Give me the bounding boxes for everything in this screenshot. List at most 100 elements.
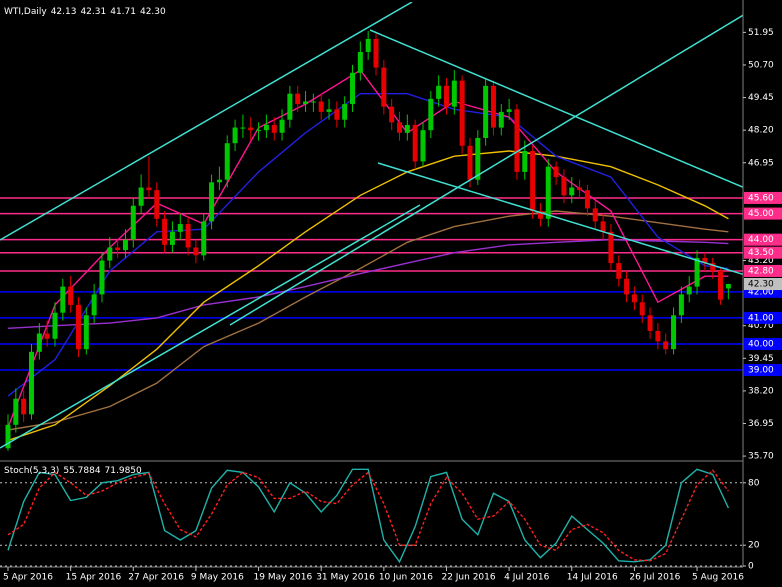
candle-body	[248, 127, 254, 131]
trendline	[369, 29, 743, 188]
candle-body	[21, 398, 27, 415]
candle-body	[647, 315, 653, 331]
y-tick-label: 80	[748, 478, 760, 488]
candle-body	[295, 93, 301, 105]
indicator-line	[7, 238, 729, 329]
candle-body	[193, 247, 199, 256]
candle-body	[177, 224, 183, 232]
price-header: WTI,Daily 42.13 42.31 41.71 42.30	[4, 7, 166, 17]
level-label: 42.00	[748, 287, 774, 297]
candle-body	[68, 286, 74, 305]
candle-body	[616, 263, 622, 279]
candle-body	[655, 330, 661, 342]
candle-body	[224, 143, 230, 180]
candle-body	[522, 151, 528, 172]
candle-body	[475, 137, 481, 180]
y-tick-label: 43.20	[748, 256, 774, 266]
candle-body	[530, 151, 536, 211]
candle-body	[334, 109, 340, 120]
header-value: 71.9850	[105, 466, 142, 476]
candle-body	[490, 85, 496, 128]
candle-body	[146, 187, 152, 191]
candle-body	[107, 247, 113, 261]
candle-body	[498, 111, 504, 128]
candle-body	[75, 304, 81, 350]
last-price-box	[744, 277, 782, 290]
candle-body	[483, 85, 489, 138]
level-label-box	[744, 311, 782, 324]
candle-body	[702, 257, 708, 264]
candle-body	[5, 424, 11, 449]
candle-body	[412, 124, 418, 162]
candle-body	[373, 38, 379, 68]
trendline	[0, 204, 421, 449]
candle-body	[553, 166, 559, 178]
y-tick-label: 36.95	[748, 419, 774, 429]
candle-body	[631, 294, 637, 303]
indicator-line	[7, 150, 729, 442]
candle-body	[592, 208, 598, 222]
candle-body	[436, 85, 442, 99]
y-tick-label: 51.95	[748, 28, 774, 38]
level-label: 43.50	[748, 248, 774, 258]
candle-body	[138, 187, 144, 206]
x-tick-label: 9 May 2016	[191, 573, 244, 583]
candle-body	[420, 130, 426, 162]
candle-body	[718, 270, 724, 300]
candle-body	[537, 210, 543, 219]
x-tick-label: 14 Jul 2016	[567, 573, 618, 583]
level-label: 44.00	[748, 235, 774, 245]
candle-body	[467, 145, 473, 180]
candle-body	[130, 205, 136, 240]
candle-body	[459, 80, 465, 146]
level-label-box	[744, 233, 782, 246]
header-value: 41.71	[110, 7, 136, 17]
x-tick-label: 19 May 2016	[254, 573, 313, 583]
y-tick-label: 0	[748, 562, 754, 572]
candle-body	[303, 101, 309, 105]
candle-body	[428, 98, 434, 131]
candle-body	[561, 177, 567, 196]
candle-body	[577, 187, 583, 191]
x-tick-label: 27 Apr 2016	[128, 573, 184, 583]
x-tick-label: 31 May 2016	[316, 573, 375, 583]
candle-body	[694, 257, 700, 287]
candle-body	[404, 124, 410, 133]
candle-body	[671, 315, 677, 350]
y-tick-label: 40.70	[748, 321, 774, 331]
candle-body	[240, 127, 246, 129]
candle-body	[600, 221, 606, 232]
trendline	[229, 14, 743, 326]
y-tick-label: 50.70	[748, 60, 774, 70]
candle-body	[506, 109, 512, 112]
level-label: 45.00	[748, 209, 774, 219]
y-tick-label: 39.45	[748, 354, 774, 364]
level-label: 41.00	[748, 313, 774, 323]
candle-body	[686, 286, 692, 295]
candle-body	[350, 72, 356, 105]
candle-layer	[5, 31, 731, 451]
x-tick-label: 10 Jun 2016	[379, 573, 433, 583]
candle-body	[451, 80, 457, 107]
candle-body	[154, 190, 160, 219]
candle-body	[271, 124, 277, 133]
candle-body	[514, 109, 520, 172]
x-tick-label: 5 Aug 2016	[692, 573, 744, 583]
last-price-label: 42.30	[748, 279, 774, 289]
candle-body	[36, 333, 42, 352]
candle-body	[443, 85, 449, 107]
y-tick-label: 48.20	[748, 126, 774, 136]
candle-body	[725, 283, 731, 289]
level-label: 40.00	[748, 339, 774, 349]
level-label: 42.80	[748, 266, 774, 276]
x-tick-label: 26 Jul 2016	[629, 573, 680, 583]
header-title: Stoch(5,3,3)	[4, 466, 59, 476]
candle-body	[256, 130, 262, 132]
candle-body	[326, 109, 332, 112]
candle-body	[232, 127, 238, 144]
header-title: WTI,Daily	[4, 7, 47, 17]
candle-body	[185, 224, 191, 248]
